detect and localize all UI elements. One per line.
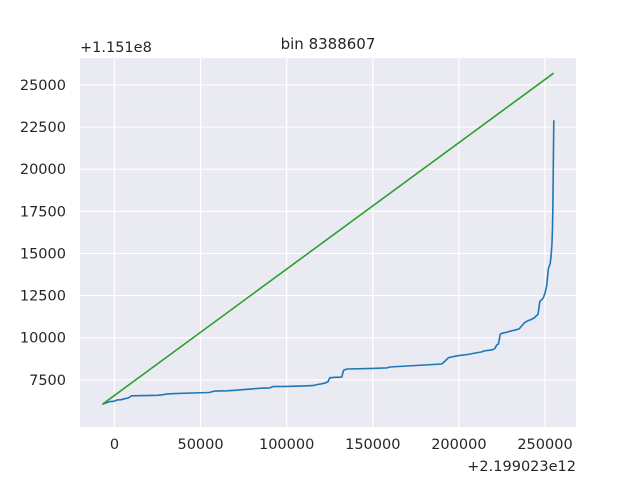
series-line-2 [101,72,555,405]
x-tick-label: 50000 [177,437,223,453]
x-tick-label: 200000 [431,437,486,453]
x-tick-label: 0 [110,437,119,453]
y-tick-label: 20000 [20,162,66,178]
x-tick-label: 250000 [517,437,572,453]
plot-area [80,58,576,427]
y-tick-label: 17500 [20,204,66,220]
series-line-1 [102,120,555,406]
y-offset-label: +1.151e8 [80,40,152,56]
y-tick-labels: 7500 10000 12500 15000 17500 20000 22500 25000 [20,78,66,389]
y-tick-label: 10000 [20,331,66,347]
y-tick-label: 12500 [20,289,66,305]
x-offset-label: +2.199023e12 [467,459,576,475]
y-tick-label: 25000 [20,78,66,94]
series-layer [101,72,555,406]
x-tick-labels: 0 50000 100000 150000 200000 250000 [110,437,573,453]
x-tick-label: 100000 [259,437,314,453]
y-tick-label: 7500 [29,373,66,389]
grid [80,58,576,427]
chart-title: bin 8388607 [281,35,376,53]
y-tick-label: 22500 [20,120,66,136]
y-tick-label: 15000 [20,246,66,262]
x-tick-label: 150000 [345,437,400,453]
